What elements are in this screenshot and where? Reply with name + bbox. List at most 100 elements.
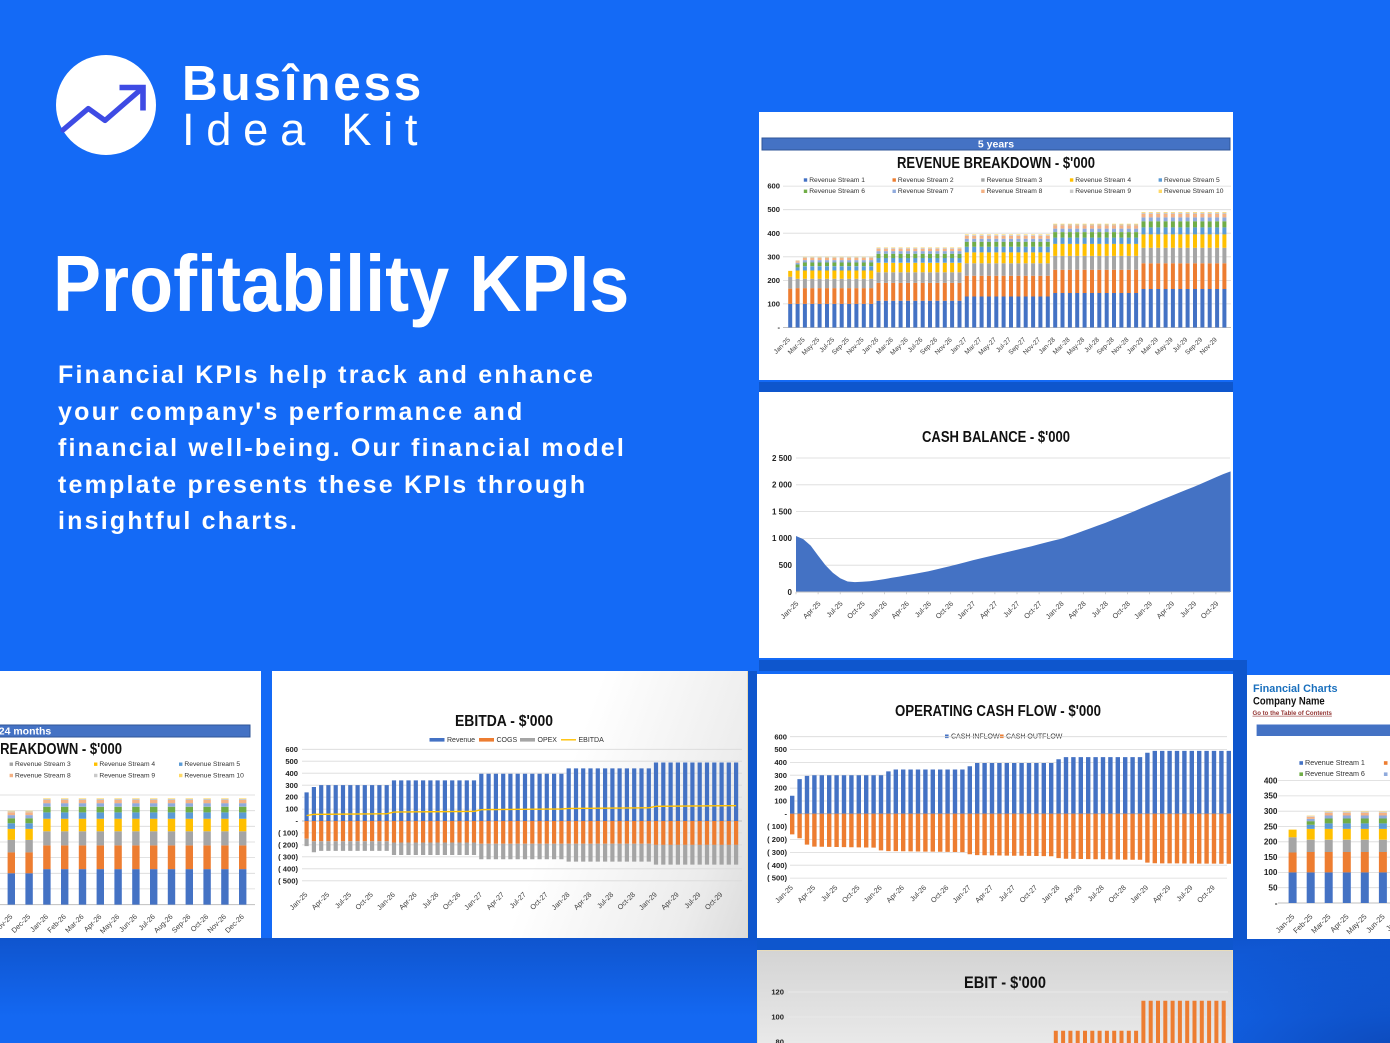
svg-text:1 000: 1 000 — [772, 534, 793, 543]
svg-text:300: 300 — [285, 781, 298, 790]
svg-text:50: 50 — [1268, 884, 1278, 893]
svg-text:100: 100 — [774, 797, 787, 806]
svg-text:Apr-28: Apr-28 — [572, 890, 594, 912]
svg-text:May-26: May-26 — [98, 912, 121, 935]
svg-text:( 500): ( 500) — [278, 876, 298, 885]
svg-text:Revenue Stream 5: Revenue Stream 5 — [184, 761, 240, 768]
svg-text:600: 600 — [767, 182, 780, 191]
svg-text:350: 350 — [1264, 792, 1278, 801]
svg-text:Jan-28: Jan-28 — [550, 890, 572, 912]
svg-text:Jul-26: Jul-26 — [913, 599, 933, 619]
svg-text:Oct-29: Oct-29 — [1199, 599, 1221, 621]
svg-text:Revenue: Revenue — [447, 737, 475, 744]
svg-text:Revenue Stream 8: Revenue Stream 8 — [987, 188, 1043, 195]
svg-text:Revenue Stream 3: Revenue Stream 3 — [987, 177, 1043, 184]
svg-text:Apr-26: Apr-26 — [397, 890, 419, 912]
svg-text:Jan-27: Jan-27 — [462, 890, 484, 912]
svg-text:Revenue Stream 1: Revenue Stream 1 — [1305, 758, 1365, 767]
svg-text:Apr-25: Apr-25 — [801, 599, 823, 621]
svg-text:CASH BALANCE - $'000: CASH BALANCE - $'000 — [922, 429, 1070, 446]
svg-text:200: 200 — [774, 784, 787, 793]
svg-text:Jan-26: Jan-26 — [867, 599, 889, 621]
svg-text:Apr-27: Apr-27 — [978, 599, 1000, 621]
svg-text:Jul-26: Jul-26 — [420, 890, 440, 910]
svg-text:300: 300 — [774, 771, 787, 780]
svg-text:Revenue Stream 4: Revenue Stream 4 — [1075, 177, 1131, 184]
svg-text:Revenue Stream 9: Revenue Stream 9 — [1075, 188, 1131, 195]
svg-text:Revenue Stream 1: Revenue Stream 1 — [809, 177, 865, 184]
svg-text:400: 400 — [774, 758, 787, 767]
svg-text:Jul-27: Jul-27 — [1001, 599, 1021, 619]
svg-text:Apr-25: Apr-25 — [795, 883, 817, 905]
svg-text:600: 600 — [285, 745, 298, 754]
svg-text:Apr-29: Apr-29 — [659, 890, 681, 912]
svg-text:Jul-28: Jul-28 — [1086, 883, 1106, 903]
svg-text:COGS: COGS — [497, 737, 518, 744]
svg-text:300: 300 — [767, 252, 780, 261]
svg-text:Jul-25: Jul-25 — [1384, 912, 1390, 933]
svg-text:Apr-28: Apr-28 — [1066, 599, 1088, 621]
svg-text:120: 120 — [771, 988, 784, 997]
svg-text:Company Name: Company Name — [1253, 695, 1325, 707]
svg-text:Jul-25: Jul-25 — [824, 599, 844, 619]
svg-text:150: 150 — [1264, 853, 1278, 862]
svg-text:Feb-26: Feb-26 — [45, 912, 67, 934]
svg-text:Apr-28: Apr-28 — [1062, 883, 1084, 905]
svg-text:Dec-26: Dec-26 — [223, 912, 246, 935]
svg-text:400: 400 — [767, 229, 780, 238]
svg-text:( 300): ( 300) — [278, 852, 298, 861]
svg-text:( 400): ( 400) — [767, 861, 787, 870]
svg-text:Jul-25: Jul-25 — [819, 883, 839, 903]
svg-text:Oct-25: Oct-25 — [845, 599, 867, 621]
svg-text:2 000: 2 000 — [772, 481, 793, 490]
svg-text:Jan-25: Jan-25 — [779, 599, 801, 621]
svg-text:Apr-27: Apr-27 — [973, 883, 995, 905]
svg-text:500: 500 — [285, 757, 298, 766]
svg-text:0: 0 — [788, 588, 793, 597]
svg-text:Oct-25: Oct-25 — [840, 883, 862, 905]
svg-text:500: 500 — [779, 561, 793, 570]
svg-text:Jul-29: Jul-29 — [682, 890, 702, 910]
svg-text:Jul-28: Jul-28 — [595, 890, 615, 910]
svg-text:OPERATING CASH FLOW - $'000: OPERATING CASH FLOW - $'000 — [895, 703, 1101, 720]
svg-text:200: 200 — [767, 276, 780, 285]
svg-text:Oct-26: Oct-26 — [929, 883, 951, 905]
svg-text:REVENUE BREAKDOWN - $'000: REVENUE BREAKDOWN - $'000 — [0, 741, 122, 758]
svg-text:( 400): ( 400) — [278, 864, 298, 873]
svg-text:500: 500 — [774, 745, 787, 754]
svg-text:Jan-29: Jan-29 — [1128, 883, 1150, 905]
svg-text:( 100): ( 100) — [767, 822, 787, 831]
svg-text:Jan-29: Jan-29 — [637, 890, 659, 912]
svg-text:Revenue Stream 2: Revenue Stream 2 — [898, 177, 954, 184]
svg-text:Revenue Stream 10: Revenue Stream 10 — [1164, 188, 1224, 195]
svg-text:Oct-27: Oct-27 — [1017, 883, 1039, 905]
svg-text:Jan-26: Jan-26 — [862, 883, 884, 905]
svg-text:( 200): ( 200) — [767, 835, 787, 844]
svg-text:Revenue Stream 6: Revenue Stream 6 — [809, 188, 865, 195]
svg-text:Financial Charts: Financial Charts — [1253, 683, 1338, 695]
svg-text:EBITDA: EBITDA — [579, 737, 605, 744]
svg-text:Jun-26: Jun-26 — [117, 912, 139, 934]
svg-text:Jan-26: Jan-26 — [375, 890, 397, 912]
svg-text:EBIT - $'000: EBIT - $'000 — [964, 973, 1046, 992]
svg-text:300: 300 — [1264, 807, 1278, 816]
svg-text:( 300): ( 300) — [767, 848, 787, 857]
svg-text:250: 250 — [1264, 822, 1278, 831]
svg-text:Apr-27: Apr-27 — [484, 890, 506, 912]
svg-text:600: 600 — [774, 732, 787, 741]
svg-text:Jun-25: Jun-25 — [1364, 912, 1387, 935]
svg-text:Jan-27: Jan-27 — [955, 599, 977, 621]
svg-text:Apr-25: Apr-25 — [310, 890, 332, 912]
svg-text:Revenue Stream 6: Revenue Stream 6 — [1305, 769, 1365, 778]
svg-text:Jul-27: Jul-27 — [508, 890, 528, 910]
svg-text:Aug-26: Aug-26 — [152, 912, 175, 935]
svg-text:Jul-29: Jul-29 — [1178, 599, 1198, 619]
svg-text:Mar-25: Mar-25 — [1309, 912, 1332, 935]
svg-text:Jul-28: Jul-28 — [1090, 599, 1110, 619]
svg-text:400: 400 — [285, 769, 298, 778]
svg-text:Revenue Stream 7: Revenue Stream 7 — [898, 188, 954, 195]
svg-text:-: - — [784, 809, 787, 818]
svg-text:( 200): ( 200) — [278, 841, 298, 850]
svg-text:Jan-27: Jan-27 — [951, 883, 973, 905]
svg-text:Dec-25: Dec-25 — [9, 912, 32, 935]
